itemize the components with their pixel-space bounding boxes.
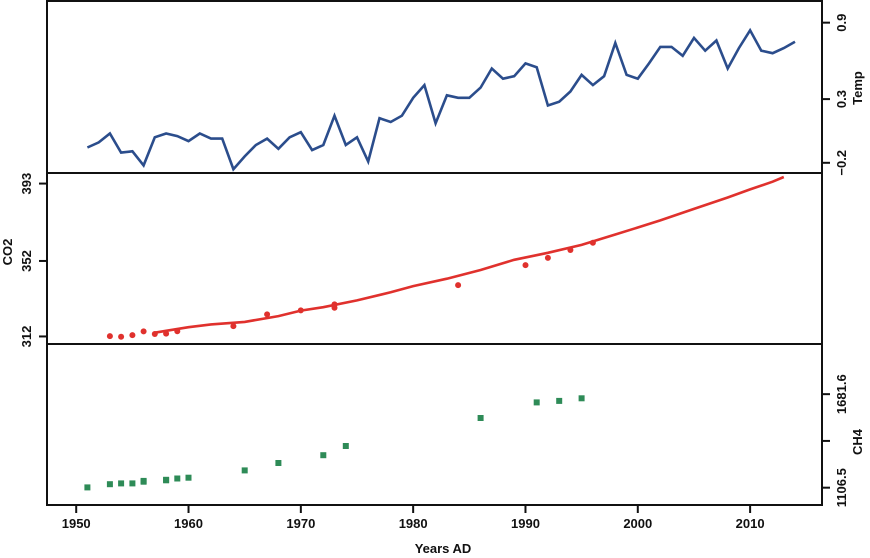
x-tick-label: 1970	[286, 516, 315, 531]
x-tick-label: 1980	[399, 516, 428, 531]
ch4-axis-title: CH4	[850, 428, 865, 455]
co2-point	[151, 331, 158, 337]
co2-point	[163, 330, 170, 337]
ch4-point	[163, 476, 170, 483]
co2-point	[118, 333, 125, 340]
co2-point	[544, 254, 551, 261]
temp-axis-title: Temp	[850, 71, 865, 105]
y-tick-label: −0.2	[834, 150, 849, 176]
ch4-point	[241, 467, 248, 474]
co2-point	[129, 332, 136, 339]
ch4-point	[84, 484, 91, 491]
x-axis-title: Years AD	[415, 541, 472, 556]
co2-axis-title: CO2	[0, 239, 15, 266]
co2-point	[522, 262, 529, 269]
co2-point	[567, 247, 574, 253]
ch4-point	[118, 480, 125, 487]
co2-point	[297, 307, 304, 314]
ch4-series	[84, 395, 585, 491]
ch4-point	[477, 415, 484, 421]
x-tick-label: 2010	[736, 516, 765, 531]
y-tick-label: 312	[19, 326, 34, 348]
y-tick-label: 352	[19, 250, 34, 272]
temp-series	[86, 27, 796, 172]
co2-series	[106, 175, 785, 340]
ch4-point	[140, 477, 147, 484]
y-tick-label: 393	[19, 173, 34, 195]
ch4-point	[129, 480, 136, 487]
co2-point	[589, 239, 596, 246]
co2-point	[455, 282, 462, 289]
co2-point	[230, 323, 237, 330]
plot-frame	[46, 0, 823, 506]
x-tick-label: 1960	[174, 516, 203, 531]
ch4-point	[174, 475, 181, 482]
y-tick-label: 0.3	[834, 90, 849, 108]
temp-y-axis: 0.9 0.3 −0.2	[822, 14, 849, 176]
ch4-point	[533, 399, 540, 406]
co2-point	[331, 304, 338, 311]
ch4-point	[556, 397, 563, 404]
co2-point	[106, 333, 113, 340]
x-tick-label: 2000	[623, 516, 652, 531]
co2-point	[140, 328, 147, 335]
ch4-point	[320, 452, 327, 459]
co2-point	[174, 328, 181, 335]
co2-line	[154, 175, 785, 334]
temp-line	[86, 27, 796, 172]
y-tick-label: 1106.5	[834, 468, 849, 507]
ch4-point	[185, 474, 192, 481]
x-tick-label: 1990	[511, 516, 540, 531]
ch4-point	[342, 443, 349, 449]
co2-point	[264, 311, 271, 318]
x-tick-label: 1950	[62, 516, 91, 531]
ch4-point	[578, 395, 585, 402]
y-tick-label: 1681.6	[834, 374, 849, 414]
ch4-y-axis: 1681.6 1106.5	[822, 374, 849, 507]
ch4-point	[275, 460, 282, 466]
ch4-point	[106, 481, 113, 488]
co2-y-axis: 393 352 312	[19, 173, 47, 348]
x-axis: 1950 1960 1970 1980 1990 2000 2010	[62, 505, 765, 531]
y-tick-label: 0.9	[834, 14, 849, 32]
panel-dividers	[47, 172, 822, 345]
